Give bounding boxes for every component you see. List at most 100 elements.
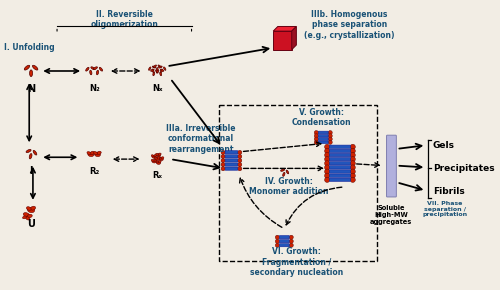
Ellipse shape [94,67,98,70]
Ellipse shape [238,155,242,159]
FancyBboxPatch shape [225,167,237,170]
Ellipse shape [238,159,242,163]
Ellipse shape [276,235,280,239]
Ellipse shape [314,140,318,144]
Ellipse shape [350,148,356,154]
FancyBboxPatch shape [280,244,289,247]
Ellipse shape [350,173,356,178]
Ellipse shape [221,150,225,155]
Ellipse shape [157,157,160,159]
Text: IV. Growth:
Monomer addition: IV. Growth: Monomer addition [249,177,328,196]
Ellipse shape [221,159,225,163]
FancyBboxPatch shape [318,135,328,137]
Ellipse shape [86,67,89,71]
Ellipse shape [156,153,158,155]
FancyBboxPatch shape [225,151,237,154]
Ellipse shape [156,70,159,73]
Ellipse shape [152,66,156,68]
FancyBboxPatch shape [330,145,350,148]
Ellipse shape [324,169,330,174]
Text: R₂: R₂ [89,167,100,177]
Ellipse shape [30,70,32,77]
Ellipse shape [160,69,162,72]
Ellipse shape [276,243,280,247]
Ellipse shape [158,66,162,68]
Ellipse shape [164,67,166,70]
Ellipse shape [350,153,356,158]
Ellipse shape [152,160,156,163]
Ellipse shape [238,150,242,155]
Ellipse shape [238,167,242,171]
Ellipse shape [350,165,356,170]
Ellipse shape [148,67,151,70]
Ellipse shape [158,157,161,159]
Text: Precipitates: Precipitates [432,164,494,173]
Ellipse shape [90,151,94,155]
FancyBboxPatch shape [330,166,350,169]
Ellipse shape [156,70,158,73]
FancyBboxPatch shape [225,159,237,162]
FancyBboxPatch shape [318,138,328,140]
Ellipse shape [350,144,356,149]
Ellipse shape [150,69,154,71]
Ellipse shape [221,167,225,171]
FancyBboxPatch shape [330,162,350,165]
FancyBboxPatch shape [386,135,396,197]
Ellipse shape [91,67,95,70]
Ellipse shape [152,155,154,157]
Ellipse shape [238,163,242,167]
Ellipse shape [152,159,154,162]
Ellipse shape [314,134,318,138]
FancyBboxPatch shape [280,240,289,243]
FancyBboxPatch shape [330,149,350,153]
FancyBboxPatch shape [318,131,328,134]
FancyBboxPatch shape [225,163,237,166]
Ellipse shape [33,151,37,155]
Ellipse shape [154,159,157,162]
Text: IIIb. Homogenous
phase separation
(e.g., crystallization): IIIb. Homogenous phase separation (e.g.,… [304,10,394,39]
Text: U: U [27,220,35,229]
Ellipse shape [280,169,284,171]
Ellipse shape [158,160,161,163]
Ellipse shape [154,157,158,159]
Ellipse shape [87,152,91,155]
Ellipse shape [350,157,356,162]
Ellipse shape [158,153,161,155]
Ellipse shape [96,70,98,75]
FancyBboxPatch shape [280,235,289,239]
Ellipse shape [94,152,98,155]
Ellipse shape [26,149,31,153]
Ellipse shape [314,137,318,141]
Text: N₂: N₂ [89,84,100,93]
FancyBboxPatch shape [330,178,350,182]
Ellipse shape [154,155,157,157]
Ellipse shape [221,163,225,167]
Text: IIIa. Irreversible
conformational
rearrangement: IIIa. Irreversible conformational rearra… [166,124,235,154]
Ellipse shape [156,161,158,163]
Ellipse shape [156,154,160,157]
Ellipse shape [328,137,332,141]
Ellipse shape [160,72,162,76]
Text: Soluble
High-MW
aggregates: Soluble High-MW aggregates [370,204,412,224]
Ellipse shape [324,148,330,154]
Ellipse shape [29,154,32,159]
Ellipse shape [155,157,160,161]
Text: VII. Phase
separation /
precipitation: VII. Phase separation / precipitation [422,201,468,218]
Ellipse shape [160,69,164,71]
Ellipse shape [282,172,285,176]
Ellipse shape [26,207,31,210]
Ellipse shape [161,157,164,159]
Ellipse shape [221,155,225,159]
Ellipse shape [328,130,332,135]
Ellipse shape [286,170,288,174]
Text: Gels: Gels [432,141,454,150]
Ellipse shape [324,153,330,158]
Text: Rₓ: Rₓ [152,171,162,180]
Polygon shape [273,31,291,50]
FancyBboxPatch shape [318,141,328,144]
Ellipse shape [156,161,160,164]
Polygon shape [273,26,296,31]
Ellipse shape [152,69,154,72]
Ellipse shape [24,213,30,217]
Ellipse shape [152,155,156,158]
